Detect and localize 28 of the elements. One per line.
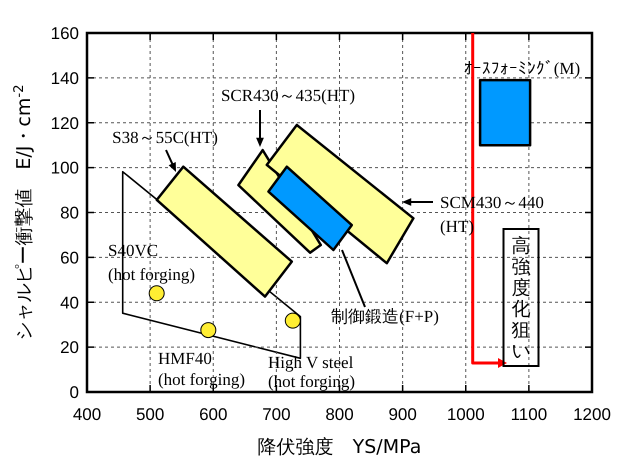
x-tick-label: 800: [325, 405, 354, 424]
y-tick-label: 0: [70, 383, 79, 402]
x-tick-label: 1000: [446, 405, 485, 424]
y-tick-label: 100: [50, 158, 79, 178]
y-tick-label: 120: [50, 114, 79, 133]
y-tick-label: 60: [60, 248, 79, 268]
x-axis-title: 降伏強度 YS/MPa: [258, 436, 422, 458]
y-tick-label: 80: [60, 204, 79, 222]
annotation: HMF40 (hot forging): [158, 349, 246, 389]
x-tick-label: 1100: [510, 405, 548, 424]
y-tick-label: 20: [60, 338, 79, 358]
point: [284, 312, 301, 329]
point: [148, 285, 165, 302]
y-tick-label: 40: [60, 293, 79, 312]
annotation: S38～55C(HT): [112, 128, 218, 147]
y-tick-label: 160: [50, 24, 79, 43]
annotation: 高強度化狙い: [512, 235, 530, 362]
x-tick-label: 400: [72, 405, 102, 424]
annotation: 制御鍛造(F+P): [331, 307, 439, 326]
x-tick-label: 500: [136, 405, 164, 424]
x-tick-label: 1200: [573, 405, 611, 424]
point: [200, 322, 216, 338]
annotation: High V steel (hot forging): [268, 353, 356, 391]
x-tick-label: 700: [262, 405, 291, 424]
annotation: SCR430～435(HT): [220, 86, 356, 105]
x-tick-label: 900: [388, 405, 417, 424]
y-tick-label: 140: [50, 68, 79, 88]
x-tick-label: 600: [199, 405, 228, 424]
